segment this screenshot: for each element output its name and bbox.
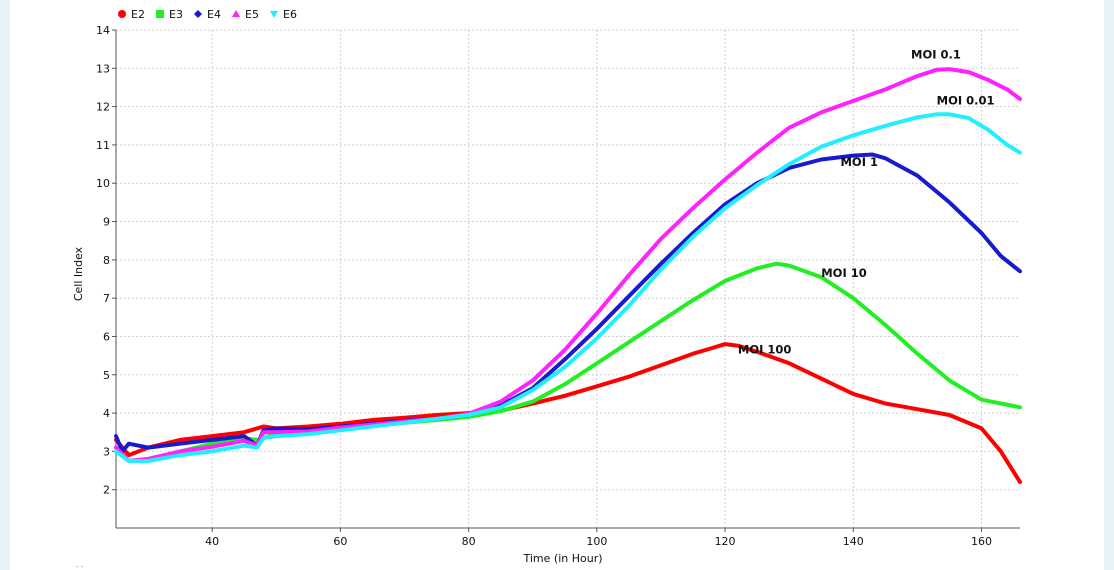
legend-marker-E3 <box>156 10 164 18</box>
x-axis-title: Time (in Hour) <box>522 552 602 565</box>
y-tick-label-5: 5 <box>103 369 110 382</box>
grid <box>116 29 1020 528</box>
x-tick-label-60: 60 <box>333 535 347 548</box>
y-tick-label-8: 8 <box>103 254 110 267</box>
y-tick-label-4: 4 <box>103 407 110 420</box>
legend-label-E6: E6 <box>283 8 297 21</box>
y-tick-label-6: 6 <box>103 330 110 343</box>
legend-marker-E2 <box>118 10 126 18</box>
legend: E2 E3 E4 E5 E6 <box>118 8 297 21</box>
legend-marker-E5 <box>232 10 240 17</box>
x-tick-label-120: 120 <box>715 535 736 548</box>
annotations: MOI 100 MOI 10 MOI 1 MOI 0.1 MOI 0.01 <box>738 48 995 357</box>
y-tick-label-12: 12 <box>96 101 110 114</box>
y-tick-label-7: 7 <box>103 292 110 305</box>
y-tick-label-9: 9 <box>103 216 110 229</box>
annotation-E4: MOI 1 <box>840 155 878 169</box>
series-line-E2 <box>114 342 1022 484</box>
x-tick-label-40: 40 <box>205 535 219 548</box>
y-tick-label-14: 14 <box>96 24 110 37</box>
legend-label-E4: E4 <box>207 8 221 21</box>
cell-index-chart: 2 3 4 5 6 7 8 9 10 11 12 13 14 40 60 80 100 120 140 160 MOI… <box>72 8 1022 570</box>
annotation-E6: MOI 0.01 <box>937 94 995 108</box>
y-tick-label-13: 13 <box>96 62 110 75</box>
legend-label-E5: E5 <box>245 8 259 21</box>
x-tick-label-160: 160 <box>971 535 992 548</box>
footer-note: - - <box>76 563 84 570</box>
annotation-E5: MOI 0.1 <box>911 48 961 62</box>
y-tick-label-11: 11 <box>96 139 110 152</box>
chart-frame: 2 3 4 5 6 7 8 9 10 11 12 13 14 40 60 80 100 120 140 160 MOI… <box>10 0 1104 570</box>
y-tick-label-2: 2 <box>103 484 110 497</box>
axes: 2 3 4 5 6 7 8 9 10 11 12 13 14 40 60 80 100 120 140 160 <box>96 24 1020 548</box>
annotation-E3: MOI 10 <box>821 266 867 280</box>
series-line-E5 <box>114 67 1022 463</box>
legend-marker-E4 <box>194 10 202 18</box>
x-tick-label-140: 140 <box>843 535 864 548</box>
legend-marker-E6 <box>270 11 278 18</box>
series-line-E4 <box>114 152 1022 454</box>
legend-label-E3: E3 <box>169 8 183 21</box>
annotation-E2: MOI 100 <box>738 343 792 357</box>
y-tick-label-10: 10 <box>96 177 110 190</box>
x-tick-label-80: 80 <box>462 535 476 548</box>
x-tick-label-100: 100 <box>586 535 607 548</box>
y-axis-title: Cell Index <box>72 246 85 301</box>
y-tick-label-3: 3 <box>103 445 110 458</box>
series-lines <box>114 67 1022 484</box>
series-line-E6 <box>114 112 1022 463</box>
legend-label-E2: E2 <box>131 8 145 21</box>
